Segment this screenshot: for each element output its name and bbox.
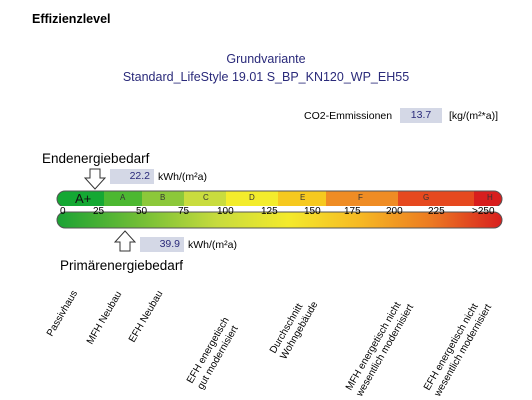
class-label-d: D (249, 193, 255, 202)
tick-label: 225 (428, 206, 445, 217)
variant-name: Standard_LifeStyle 19.01 S_BP_KN120_WP_E… (122, 70, 410, 84)
class-segment-f (326, 191, 398, 207)
tick-label: 50 (136, 206, 148, 217)
endenergie-title: Endenergiebedarf (42, 151, 150, 166)
tick-label: 0 (60, 206, 66, 217)
class-segment-b (142, 191, 184, 207)
primaerenergie-unit: kWh/(m²a) (188, 239, 237, 251)
co2-value: 13.7 (400, 108, 442, 123)
reference-label-durchschnitt: Durchschnitt Wohngebäude (268, 299, 320, 362)
tick-label: >250 (472, 206, 495, 217)
class-segment-c (184, 191, 226, 207)
tick-label: 75 (178, 206, 190, 217)
endenergie-unit: kWh/(m²a) (158, 171, 207, 183)
class-label-e: E (300, 193, 306, 202)
class-label-g: G (423, 193, 430, 202)
tick-label: 150 (304, 206, 321, 217)
primaerenergie-arrow-icon (114, 230, 136, 252)
tick-label: 100 (217, 206, 234, 217)
class-label-c: C (203, 193, 209, 202)
tick-label: 175 (344, 206, 361, 217)
class-label-h: H (487, 193, 493, 202)
co2-unit: [kg/(m²*a)] (449, 110, 499, 122)
class-label-b: B (160, 193, 166, 202)
class-segment-e (278, 191, 326, 207)
class-segment-aplus (57, 191, 104, 207)
reference-label-passivhaus: Passivhaus (45, 288, 81, 339)
reference-label-efh-gut-modernisiert: EFH energetisch gut modernisiert (185, 315, 241, 392)
reference-label-efh-neubau: EFH Neubau (127, 288, 166, 345)
tick-label: 200 (386, 206, 403, 217)
class-label-f: F (358, 193, 363, 202)
co2-label: CO2-Emmissionen (304, 110, 393, 122)
variant-title: Grundvariante (226, 52, 306, 66)
class-segment-h (474, 191, 502, 207)
endenergie-value: 22.2 (110, 169, 154, 184)
class-label-aplus: A+ (75, 191, 92, 206)
endenergie-arrow-icon (84, 168, 106, 190)
reference-label-mfh-neubau: MFH Neubau (85, 289, 125, 347)
primaerenergie-title: Primärenergiebedarf (60, 258, 184, 273)
class-label-a: A (120, 193, 126, 202)
primaerenergie-value: 39.9 (140, 237, 184, 252)
reference-label-efh-nicht-modernisiert: EFH energetisch nicht wesentlich moderni… (422, 301, 494, 399)
tick-label: 125 (261, 206, 278, 217)
reference-label-mfh-nicht-modernisiert: MFH energetisch nicht wesentlich moderni… (344, 300, 416, 399)
section-title: Effizienzlevel (32, 12, 111, 26)
efficiency-scale (56, 190, 503, 229)
tick-label: 25 (93, 206, 105, 217)
class-segment-g (398, 191, 474, 207)
class-segment-a (104, 191, 142, 207)
class-segment-d (226, 191, 278, 207)
